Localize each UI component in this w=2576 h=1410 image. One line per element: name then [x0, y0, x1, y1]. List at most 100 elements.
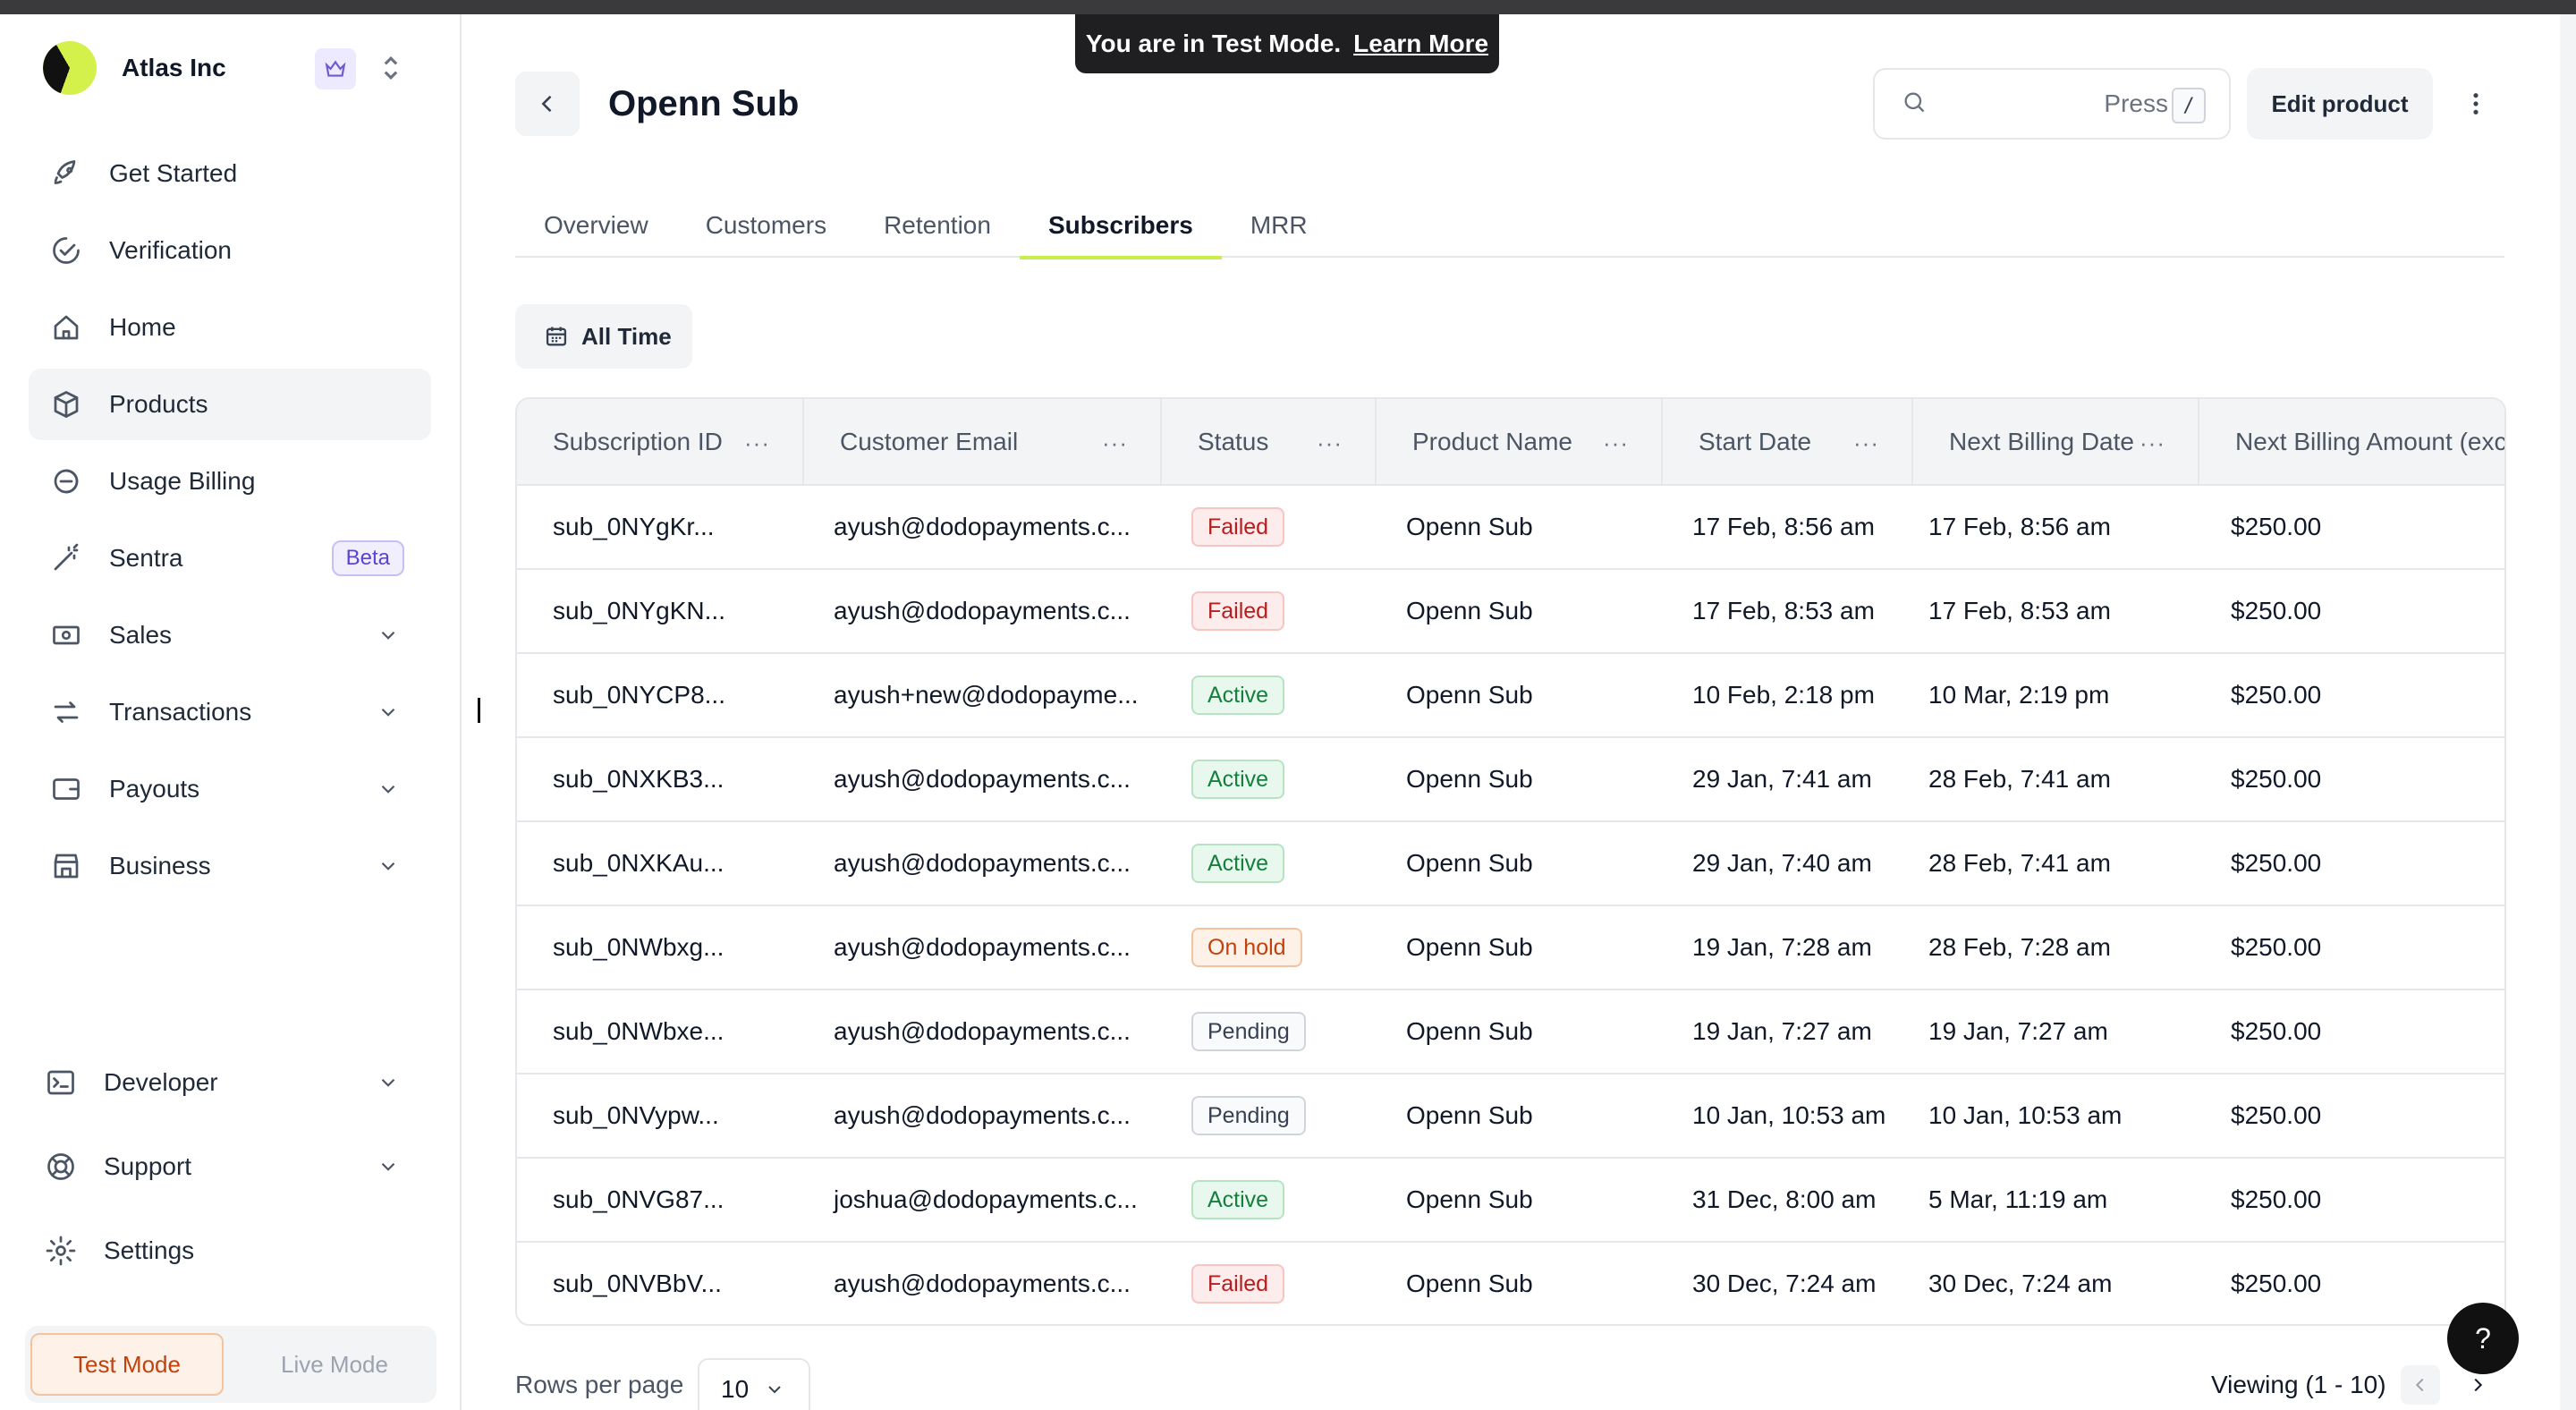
chevron-down-icon: [372, 1151, 404, 1183]
sidebar-item-payouts[interactable]: Payouts: [29, 753, 431, 825]
start-date-cell: 19 Jan, 7:28 am: [1662, 905, 1912, 990]
column-header[interactable]: Status ···: [1161, 399, 1377, 486]
table-row[interactable]: sub_0NXKB3... ayush@dodopayments.c... Acti…: [517, 737, 2504, 822]
chevron-updown-icon[interactable]: [377, 45, 404, 91]
org-logo: [43, 41, 97, 95]
search-input[interactable]: Press /: [1873, 68, 2231, 140]
column-header[interactable]: Customer Email ···: [803, 399, 1162, 486]
subscription-id-cell: sub_0NYgKr...: [517, 485, 803, 570]
column-header-label: Next Billing Amount (excl: [2235, 427, 2506, 455]
page-scrollbar[interactable]: [2560, 14, 2576, 1410]
wand-icon: [48, 540, 84, 576]
sidebar-item-settings[interactable]: Settings: [29, 1215, 431, 1287]
usage-icon: [48, 463, 84, 499]
arrows-icon: [48, 694, 84, 730]
column-header[interactable]: Product Name ···: [1376, 399, 1663, 486]
sidebar-item-business[interactable]: Business: [29, 830, 431, 902]
sidebar-item-label: Developer: [104, 1068, 218, 1096]
sidebar-item-transactions[interactable]: Transactions: [29, 676, 431, 748]
table-row[interactable]: sub_0NYCP8... ayush+new@dodopayme... Activ…: [517, 653, 2504, 738]
tab-mrr[interactable]: MRR: [1250, 211, 1308, 239]
next-billing-date-cell: 5 Mar, 11:19 am: [1912, 1158, 2199, 1243]
column-menu-icon[interactable]: ···: [1603, 429, 1629, 456]
page-title: Openn Sub: [608, 84, 800, 123]
product-name-cell: Openn Sub: [1376, 569, 1662, 654]
sidebar-item-verification[interactable]: Verification: [29, 215, 431, 286]
chevron-down-icon: [372, 773, 404, 805]
status-badge: Failed: [1191, 591, 1285, 631]
column-menu-icon[interactable]: ···: [1853, 429, 1879, 456]
table-row[interactable]: sub_0NWbxg... ayush@dodopayments.c... On h…: [517, 905, 2504, 990]
org-switcher[interactable]: Atlas Inc: [43, 41, 419, 95]
sidebar-item-label: Settings: [104, 1236, 195, 1264]
sidebar-item-label: Verification: [109, 236, 232, 264]
customer-email-cell: ayush@dodopayments.c...: [803, 905, 1161, 990]
rows-per-page-label: Rows per page: [515, 1371, 684, 1398]
table-row[interactable]: sub_0NYgKr... ayush@dodopayments.c... Fail…: [517, 485, 2504, 570]
next-billing-amount-cell: $250.00: [2199, 653, 2504, 738]
table-row[interactable]: sub_0NWbxe... ayush@dodopayments.c... Pend…: [517, 990, 2504, 1074]
product-name-cell: Openn Sub: [1376, 1074, 1662, 1159]
test-mode-button[interactable]: Test Mode: [30, 1333, 224, 1396]
tab-customers[interactable]: Customers: [705, 211, 827, 239]
table-row[interactable]: sub_0NXKAu... ayush@dodopayments.c... Acti…: [517, 821, 2504, 906]
column-menu-icon[interactable]: ···: [2140, 429, 2165, 456]
rocket-icon: [48, 156, 84, 191]
status-badge: On hold: [1191, 928, 1302, 967]
search-shortcut-key: /: [2172, 88, 2206, 123]
sidebar-item-label: Products: [109, 390, 208, 418]
next-billing-amount-cell: $250.00: [2199, 569, 2504, 654]
live-mode-button[interactable]: Live Mode: [281, 1350, 388, 1378]
date-filter-button[interactable]: All Time: [515, 304, 692, 369]
column-menu-icon[interactable]: ···: [1102, 429, 1128, 456]
column-menu-icon[interactable]: ···: [744, 429, 770, 456]
date-filter-label: All Time: [581, 322, 672, 350]
customer-email-cell: ayush@dodopayments.c...: [803, 990, 1161, 1074]
start-date-cell: 10 Feb, 2:18 pm: [1662, 653, 1912, 738]
table-row[interactable]: sub_0NYgKN... ayush@dodopayments.c... Fail…: [517, 569, 2504, 654]
status-cell: Failed: [1161, 569, 1376, 654]
tab-retention[interactable]: Retention: [884, 211, 991, 239]
column-header[interactable]: Next Billing Amount (excl: [2199, 399, 2506, 486]
edit-product-button[interactable]: Edit product: [2247, 68, 2433, 140]
customer-email-cell: ayush@dodopayments.c...: [803, 821, 1161, 906]
back-button[interactable]: [515, 72, 580, 136]
sidebar-item-developer[interactable]: Developer: [29, 1047, 431, 1118]
table-row[interactable]: sub_0NVBbV... ayush@dodopayments.c... Fail…: [517, 1242, 2504, 1324]
rows-per-page-select[interactable]: 10: [698, 1358, 810, 1410]
start-date-cell: 31 Dec, 8:00 am: [1662, 1158, 1912, 1243]
next-billing-amount-cell: $250.00: [2199, 1242, 2504, 1324]
sidebar-item-get-started[interactable]: Get Started: [29, 138, 431, 209]
search-icon: [1902, 89, 1927, 119]
chevron-down-icon: [372, 850, 404, 882]
next-page-button[interactable]: [2458, 1365, 2497, 1405]
column-header-label: Product Name: [1412, 427, 1572, 455]
subscribers-table: Subscription ID ··· Customer Email ··· Statu…: [515, 397, 2506, 1326]
crown-icon[interactable]: [315, 48, 356, 89]
sidebar-item-sentra[interactable]: Sentra Beta: [29, 522, 431, 594]
tab-subscribers[interactable]: Subscribers: [1019, 193, 1222, 259]
sidebar-item-products[interactable]: Products: [29, 369, 431, 440]
previous-page-button[interactable]: [2401, 1365, 2440, 1405]
sidebar-item-home[interactable]: Home: [29, 292, 431, 363]
sidebar-item-sales[interactable]: Sales: [29, 599, 431, 671]
status-cell: Active: [1161, 653, 1376, 738]
test-mode-banner: You are in Test Mode. Learn More: [1075, 14, 1499, 73]
help-button[interactable]: ?: [2447, 1303, 2519, 1374]
sidebar-item-support[interactable]: Support: [29, 1131, 431, 1202]
next-billing-amount-cell: $250.00: [2199, 737, 2504, 822]
column-header[interactable]: Next Billing Date ···: [1912, 399, 2199, 486]
table-row[interactable]: sub_0NVG87... joshua@dodopayments.c... Act…: [517, 1158, 2504, 1243]
wallet-icon: [48, 771, 84, 807]
status-cell: Active: [1161, 821, 1376, 906]
column-header[interactable]: Start Date ···: [1662, 399, 1913, 486]
tab-overview[interactable]: Overview: [544, 211, 648, 239]
sidebar-item-usage-billing[interactable]: Usage Billing: [29, 446, 431, 517]
table-row[interactable]: sub_0NVypw... ayush@dodopayments.c... Pend…: [517, 1074, 2504, 1159]
learn-more-link[interactable]: Learn More: [1353, 30, 1489, 57]
column-header[interactable]: Subscription ID ···: [517, 399, 804, 486]
subscription-id-cell: sub_0NVypw...: [517, 1074, 803, 1159]
more-vertical-icon[interactable]: [2456, 81, 2496, 127]
sidebar-item-label: Sales: [109, 621, 173, 649]
column-menu-icon[interactable]: ···: [1317, 429, 1343, 456]
